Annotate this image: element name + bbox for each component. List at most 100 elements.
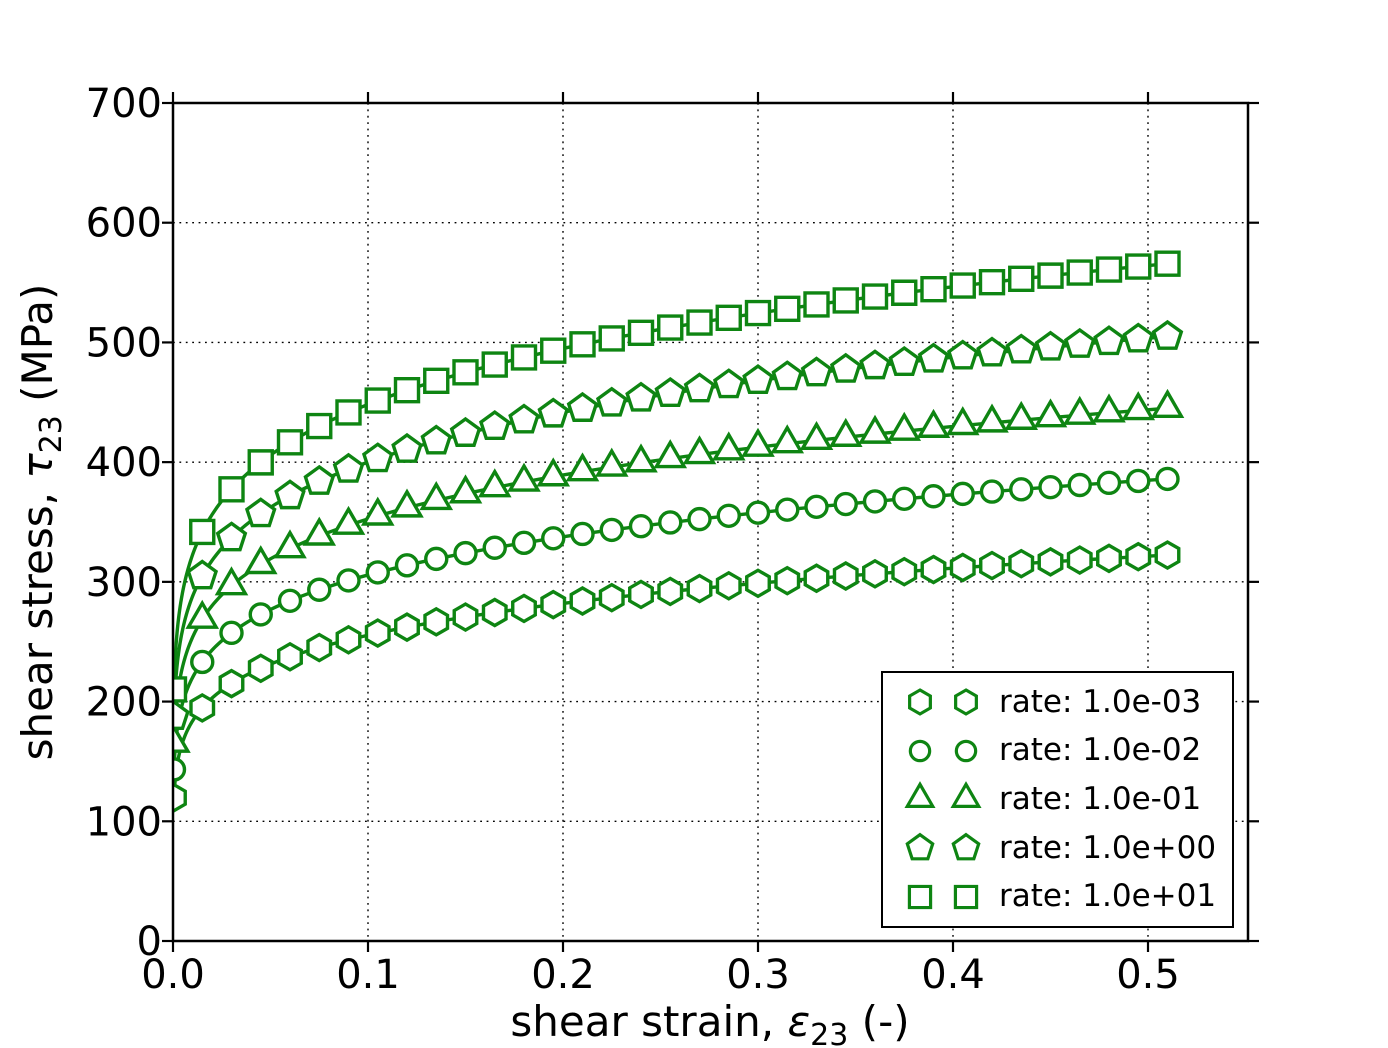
triangle-up-marker [1033, 398, 1068, 428]
legend-label: rate: 1.0e+00 [999, 829, 1217, 866]
y-tick-label: 100 [86, 799, 162, 845]
pentagon-marker [274, 479, 306, 510]
pentagon-marker [1034, 330, 1067, 361]
hexagon-marker [657, 576, 684, 607]
circle-marker [453, 541, 478, 566]
triangle-up-marker [243, 545, 278, 575]
square-marker [803, 291, 830, 318]
square-marker [423, 367, 450, 395]
pentagon-marker [391, 432, 423, 463]
pentagon-marker [508, 403, 540, 434]
triangle-up-marker [624, 443, 658, 473]
pentagon-marker [303, 464, 336, 495]
pentagon-marker [917, 342, 950, 373]
pentagon-marker [771, 360, 804, 391]
triangle-up-marker [360, 496, 395, 526]
circle-marker [979, 479, 1005, 504]
y-tick-label: 200 [86, 680, 162, 726]
legend: rate: 1.0e-03 rate: 1.0e-02 rate: 1.0e-01 r… [881, 671, 1234, 928]
hexagon-marker [862, 558, 888, 589]
triangle-up-marker [565, 452, 600, 482]
legend-marker-pair [904, 781, 982, 809]
triangle-up-marker [828, 417, 863, 447]
triangle-up-marker [507, 462, 541, 492]
square-marker [949, 272, 976, 299]
triangle-up-marker [1004, 400, 1039, 430]
circle-marker [1126, 468, 1151, 494]
square-marker [715, 304, 742, 331]
triangle-up-icon [904, 781, 936, 809]
series-rate1.0e+01 [173, 250, 1181, 703]
y-tick-label: 600 [86, 201, 162, 247]
triangle-up-marker [477, 468, 512, 498]
x-axis-label: shear strain, ε23 (-) [510, 997, 909, 1048]
square-marker [920, 275, 947, 303]
square-marker [569, 331, 596, 358]
circle-marker [219, 620, 244, 645]
hexagon-marker [1066, 545, 1093, 576]
circle-marker [1009, 477, 1034, 502]
square-marker [686, 309, 713, 336]
hexagon-marker [1154, 540, 1181, 571]
y-tick-label: 700 [86, 81, 162, 127]
square-marker [832, 287, 859, 314]
hexagon-marker [774, 565, 801, 596]
pentagon-marker [654, 376, 687, 407]
triangle-up-marker [214, 566, 249, 596]
hexagon-marker [1008, 548, 1035, 579]
x-tick-label: 0.2 [531, 952, 595, 998]
pentagon-marker [537, 397, 570, 428]
circle-marker [365, 560, 390, 585]
circle-icon [908, 739, 932, 763]
square-marker [1095, 256, 1123, 283]
pentagon-marker [829, 352, 862, 383]
pentagon-marker [215, 521, 248, 552]
square-marker [173, 676, 188, 703]
tick-labels-layer: 0.0 0.1 0.2 0.3 0.4 0.5 0 100 200 300 400 500 600 700 [86, 81, 1180, 998]
circle-marker [628, 514, 654, 539]
y-tick-label: 300 [86, 560, 162, 606]
triangle-up-marker [1062, 395, 1097, 425]
pentagon-marker [859, 349, 891, 380]
hexagon-marker [1096, 543, 1122, 574]
x-tick-label: 0.1 [336, 952, 400, 998]
circle-icon [954, 739, 978, 763]
y-tick-label: 400 [86, 440, 162, 486]
square-marker [189, 518, 216, 546]
pentagon-marker [566, 391, 599, 422]
square-marker [1125, 253, 1152, 280]
triangle-up-marker [302, 516, 337, 546]
triangle-up-marker [653, 439, 688, 469]
square-marker [774, 295, 801, 322]
pentagon-marker [186, 559, 219, 590]
triangle-up-marker [682, 435, 717, 465]
triangle-up-marker [887, 411, 922, 441]
hexagon-marker [189, 692, 216, 723]
square-marker [276, 429, 304, 456]
square-marker [1066, 259, 1093, 286]
square-marker [1037, 262, 1064, 289]
triangle-up-icon [950, 781, 982, 809]
triangle-up-marker [594, 447, 629, 477]
square-marker [481, 351, 508, 378]
pentagon-marker [361, 442, 394, 473]
y-axis-label: shear stress, τ23 (MPa) [13, 284, 69, 761]
square-marker [364, 387, 391, 414]
circle-marker [862, 489, 888, 514]
series-rate1.0e-03 [173, 540, 1181, 813]
triangle-up-marker [273, 529, 307, 559]
triangle-up-marker [770, 424, 805, 454]
triangle-up-marker [448, 474, 483, 504]
pentagon-marker [976, 336, 1008, 367]
circle-marker [775, 497, 800, 522]
legend-marker-pair [908, 739, 978, 763]
triangle-up-marker [799, 420, 834, 451]
circle-marker [307, 577, 332, 602]
triangle-up-marker [1092, 393, 1126, 423]
pentagon-marker [420, 424, 453, 455]
y-tick-label: 500 [86, 320, 162, 366]
circle-marker [833, 491, 858, 517]
circle-marker [687, 507, 712, 532]
circle-marker [716, 503, 741, 528]
